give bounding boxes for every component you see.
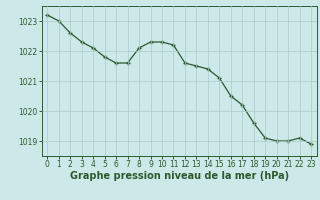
X-axis label: Graphe pression niveau de la mer (hPa): Graphe pression niveau de la mer (hPa) [70,171,289,181]
